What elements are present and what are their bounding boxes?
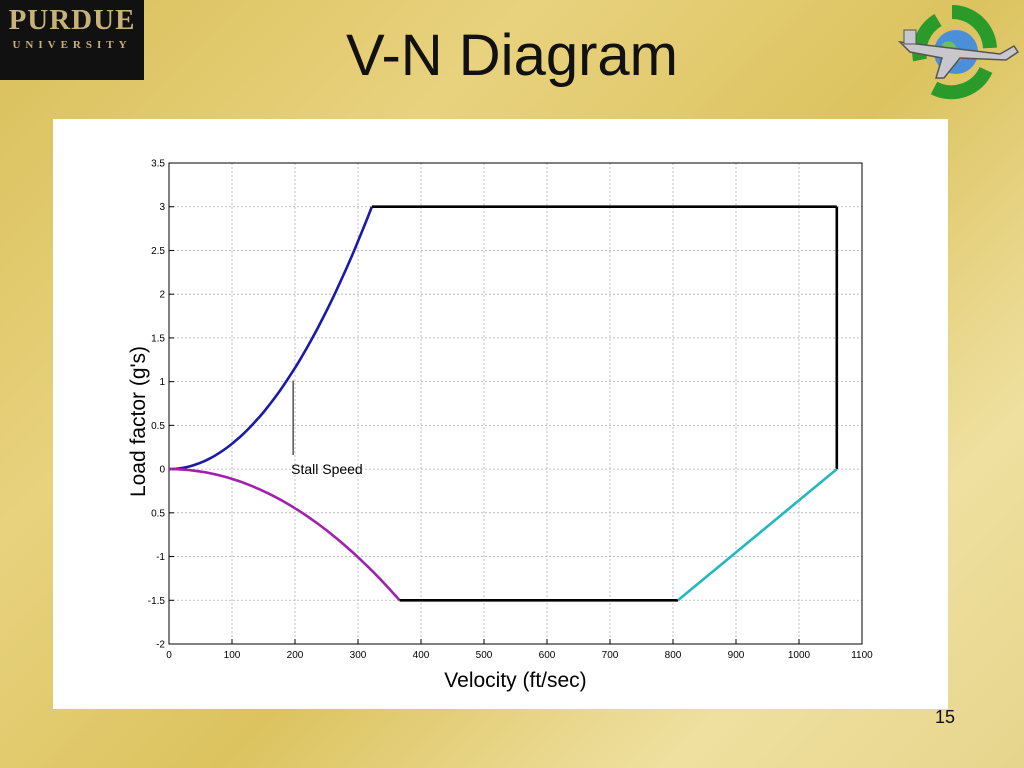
y-axis-title: Load factor (g's) [127,346,150,497]
negative-stall-curve [169,467,401,602]
logo-main-text: PURDUE [8,4,136,36]
page-number: 15 [935,707,956,727]
x-tick-label: 700 [602,650,619,661]
y-tick-label: 0 [159,465,165,476]
y-tick-label: 0.5 [151,421,165,432]
x-tick-label: 800 [665,650,682,661]
y-tick-label: 1 [159,377,165,388]
recycle-airplane-icon [897,4,1020,100]
annotations: Stall Speed [291,380,363,477]
y-tick-label: -1 [156,552,165,563]
x-tick-label: 400 [413,650,430,661]
x-tick-label: 0 [166,650,172,661]
y-tick-label: 3 [159,202,165,213]
x-tick-label: 600 [539,650,556,661]
page-title: V-N Diagram [346,23,678,88]
y-tick-label: -2 [156,640,165,651]
x-ticks: 0 100 200 300 400 500 600 700 800 900 1000 1100 [166,639,873,661]
y-tick-label: 2.5 [151,246,165,257]
x-tick-label: 1000 [788,650,811,661]
plot-frame [168,162,863,645]
stall-speed-label: Stall Speed [291,461,363,477]
x-tick-label: 900 [728,650,745,661]
chart-panel: 0 100 200 300 400 500 600 700 800 900 1000 1100 -2-… [53,119,948,709]
positive-stall-curve [168,206,374,471]
logo-sub-text: UNIVERSITY [12,39,132,51]
y-tick-label: 3.5 [151,159,165,170]
grid [168,162,863,645]
y-tick-label: -1.5 [148,596,166,607]
purdue-logo: PURDUE UNIVERSITY [0,0,144,80]
x-tick-label: 1100 [851,650,873,661]
vn-chart: 0 100 200 300 400 500 600 700 800 900 1000 1100 -2-… [127,159,873,693]
x-tick-label: 500 [476,650,493,661]
y-tick-label: 2 [159,290,165,301]
x-tick-label: 300 [350,650,367,661]
x-tick-label: 200 [287,650,304,661]
y-tick-label: 1.5 [151,333,165,344]
x-axis-title: Velocity (ft/sec) [444,669,586,692]
y-ticks: -2 -1.5 -1 0.5 0 0.5 1 1.5 2 2.5 3 3.5 [148,159,174,651]
series [168,205,839,602]
gust-line [677,468,838,602]
x-tick-label: 100 [224,650,241,661]
y-tick-label: 0.5 [151,508,165,519]
